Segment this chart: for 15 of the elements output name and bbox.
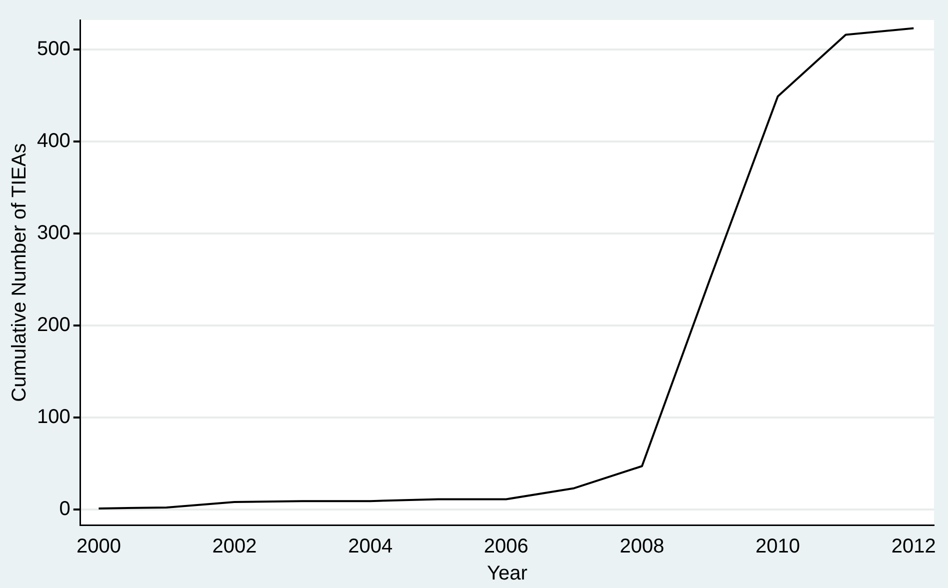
y-axis-title: Cumulative Number of TIEAs [8, 143, 31, 402]
x-tick-label: 2004 [348, 536, 393, 558]
x-tick-label: 2008 [620, 536, 664, 558]
y-tick-label: 300 [36, 222, 70, 244]
x-axis-title: Year [486, 562, 528, 585]
y-tick-label: 100 [36, 406, 70, 428]
y-tick-label: 0 [59, 498, 70, 520]
y-tick-label: 200 [36, 314, 70, 336]
x-tick-label: 2010 [756, 536, 800, 558]
x-tick-label: 2006 [484, 536, 528, 558]
x-tick-label: 2012 [891, 536, 936, 558]
y-tick-label: 500 [36, 38, 70, 60]
y-tick-label: 400 [36, 130, 70, 152]
x-tick-label: 2002 [212, 536, 257, 558]
x-tick-label: 2000 [76, 536, 121, 558]
